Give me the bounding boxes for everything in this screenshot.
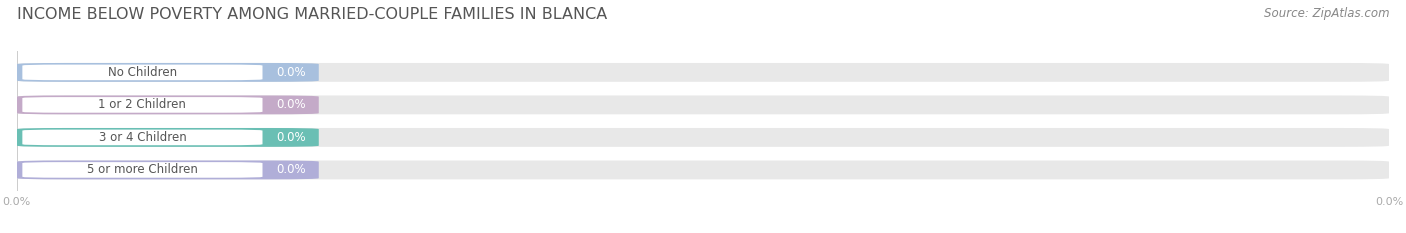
FancyBboxPatch shape (17, 63, 319, 82)
FancyBboxPatch shape (17, 161, 319, 179)
FancyBboxPatch shape (17, 161, 1389, 179)
Text: 0.0%: 0.0% (276, 98, 305, 111)
Text: 0.0%: 0.0% (276, 131, 305, 144)
Text: No Children: No Children (108, 66, 177, 79)
FancyBboxPatch shape (17, 96, 1389, 114)
Text: 3 or 4 Children: 3 or 4 Children (98, 131, 187, 144)
Text: 1 or 2 Children: 1 or 2 Children (98, 98, 187, 111)
Text: INCOME BELOW POVERTY AMONG MARRIED-COUPLE FAMILIES IN BLANCA: INCOME BELOW POVERTY AMONG MARRIED-COUPL… (17, 7, 607, 22)
FancyBboxPatch shape (17, 128, 1389, 147)
FancyBboxPatch shape (17, 96, 319, 114)
FancyBboxPatch shape (17, 128, 319, 147)
FancyBboxPatch shape (22, 65, 263, 80)
Text: Source: ZipAtlas.com: Source: ZipAtlas.com (1264, 7, 1389, 20)
FancyBboxPatch shape (22, 130, 263, 145)
Text: 0.0%: 0.0% (276, 66, 305, 79)
Text: 5 or more Children: 5 or more Children (87, 163, 198, 176)
FancyBboxPatch shape (17, 63, 1389, 82)
Text: 0.0%: 0.0% (276, 163, 305, 176)
FancyBboxPatch shape (22, 162, 263, 178)
FancyBboxPatch shape (22, 97, 263, 113)
